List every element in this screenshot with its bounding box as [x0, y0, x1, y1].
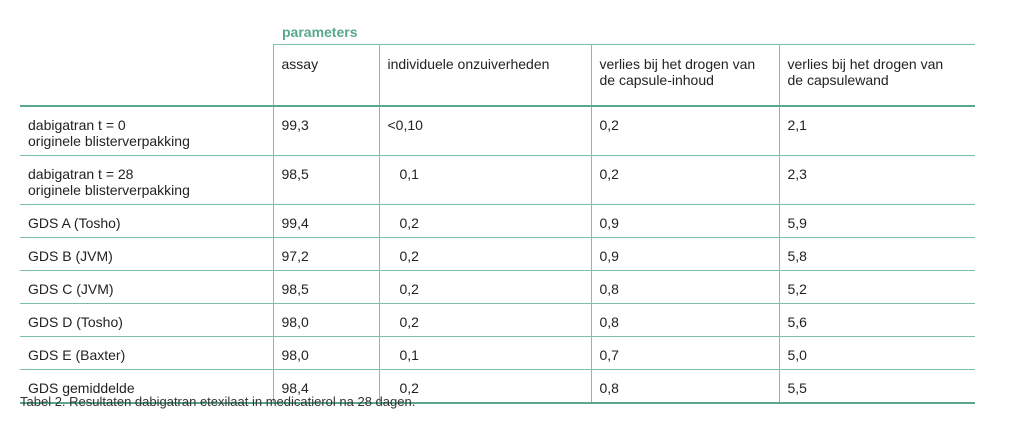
loss-wall-cell: 5,5	[778, 369, 975, 404]
impurities-value: 0,2	[399, 281, 419, 297]
table-caption: Tabel 2. Resultaten dabigatran etexilaat…	[20, 394, 416, 409]
impurities-cell: 0,2	[378, 237, 591, 271]
header-cell-assay: assay	[272, 44, 379, 107]
row-label: dabigatran t = 0 originele blisterverpak…	[20, 106, 273, 156]
header-loss-wall-line-1: verlies bij het drogen van	[787, 56, 944, 72]
loss-wall-cell: 5,9	[778, 204, 975, 238]
table-row: GDS E (Baxter) 98,0 0,1 0,7 5,0	[20, 336, 975, 370]
impurities-cell: 0,2	[378, 270, 591, 304]
header-cell-empty	[20, 44, 273, 107]
table-row: GDS gemiddelde 98,4 0,2 0,8 5,5	[20, 369, 975, 404]
impurities-value: 0,2	[399, 248, 419, 264]
impurities-value: 0,1	[399, 166, 419, 182]
assay-cell: 99,3	[272, 106, 379, 156]
assay-cell: 98,5	[272, 155, 379, 205]
table-header-row: assay individuele onzuiverheden verlies …	[20, 44, 975, 107]
header-loss-wall-line-2: de capsulewand	[787, 72, 889, 88]
impurities-cell: 0,1	[378, 336, 591, 370]
row-label-line-1: dabigatran t = 0	[28, 117, 126, 133]
impurities-value: 0,2	[399, 380, 419, 396]
loss-content-cell: 0,9	[590, 204, 779, 238]
row-label-line-1: dabigatran t = 28	[28, 166, 134, 182]
loss-wall-cell: 5,6	[778, 303, 975, 337]
loss-content-cell: 0,9	[590, 237, 779, 271]
loss-wall-cell: 5,8	[778, 237, 975, 271]
results-table: assay individuele onzuiverheden verlies …	[20, 44, 975, 404]
loss-wall-cell: 2,1	[778, 106, 975, 156]
assay-cell: 98,5	[272, 270, 379, 304]
table-row: GDS A (Tosho) 99,4 0,2 0,9 5,9	[20, 204, 975, 238]
impurities-value: 0,2	[399, 215, 419, 231]
row-label: GDS E (Baxter)	[20, 336, 273, 370]
loss-content-cell: 0,8	[590, 270, 779, 304]
loss-content-cell: 0,8	[590, 303, 779, 337]
header-loss-content-line-1: verlies bij het drogen van	[599, 56, 756, 72]
table-row: dabigatran t = 28 originele blisterverpa…	[20, 155, 975, 205]
assay-cell: 99,4	[272, 204, 379, 238]
assay-cell: 98,0	[272, 336, 379, 370]
loss-wall-cell: 5,2	[778, 270, 975, 304]
loss-content-cell: 0,7	[590, 336, 779, 370]
row-label: GDS C (JVM)	[20, 270, 273, 304]
impurities-cell: <0,10	[378, 106, 591, 156]
row-label: GDS gemiddelde	[20, 369, 273, 404]
loss-wall-cell: 2,3	[778, 155, 975, 205]
parameters-group-header: parameters	[282, 24, 358, 40]
header-loss-content-line-2: de capsule-inhoud	[599, 72, 714, 88]
impurities-cell: 0,1	[378, 155, 591, 205]
header-cell-impurities: individuele onzuiverheden	[378, 44, 591, 107]
assay-cell: 98,0	[272, 303, 379, 337]
table-row: GDS D (Tosho) 98,0 0,2 0,8 5,6	[20, 303, 975, 337]
loss-content-cell: 0,8	[590, 369, 779, 404]
impurities-value: 0,2	[399, 314, 419, 330]
impurities-value: 0,1	[399, 347, 419, 363]
table-row: GDS B (JVM) 97,2 0,2 0,9 5,8	[20, 237, 975, 271]
row-label-line-2: originele blisterverpakking	[28, 182, 190, 198]
impurities-cell: 0,2	[378, 303, 591, 337]
impurities-cell: 0,2	[378, 204, 591, 238]
row-label: GDS B (JVM)	[20, 237, 273, 271]
loss-content-cell: 0,2	[590, 155, 779, 205]
impurities-cell: 0,2	[378, 369, 591, 404]
table-row: dabigatran t = 0 originele blisterverpak…	[20, 106, 975, 156]
table-row: GDS C (JVM) 98,5 0,2 0,8 5,2	[20, 270, 975, 304]
row-label: GDS D (Tosho)	[20, 303, 273, 337]
header-cell-loss-content: verlies bij het drogen van de capsule-in…	[590, 44, 779, 107]
header-cell-loss-wall: verlies bij het drogen van de capsulewan…	[778, 44, 975, 107]
assay-cell: 98,4	[272, 369, 379, 404]
assay-cell: 97,2	[272, 237, 379, 271]
row-label-line-2: originele blisterverpakking	[28, 133, 190, 149]
row-label: dabigatran t = 28 originele blisterverpa…	[20, 155, 273, 205]
loss-wall-cell: 5,0	[778, 336, 975, 370]
row-label: GDS A (Tosho)	[20, 204, 273, 238]
loss-content-cell: 0,2	[590, 106, 779, 156]
